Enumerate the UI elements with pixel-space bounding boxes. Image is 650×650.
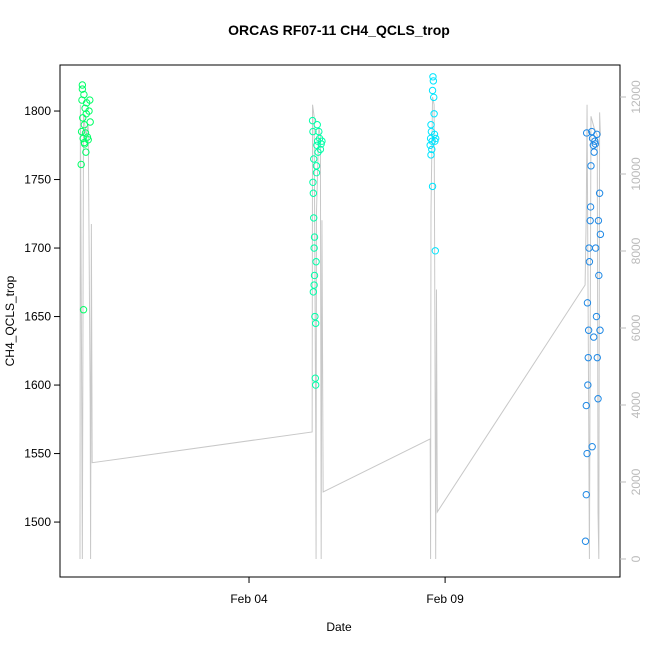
point xyxy=(431,134,440,143)
point xyxy=(80,90,88,99)
point xyxy=(316,145,325,154)
point xyxy=(591,140,599,148)
point xyxy=(590,148,598,156)
y2-tick-label: 6000 xyxy=(629,314,643,341)
point xyxy=(594,395,602,403)
x-axis-label: Date xyxy=(326,620,352,634)
point xyxy=(427,151,435,159)
y-tick-label: 1650 xyxy=(24,310,51,324)
point xyxy=(77,160,85,169)
y-tick-label: 1750 xyxy=(24,173,51,187)
point xyxy=(318,137,326,145)
point xyxy=(595,189,604,197)
point xyxy=(315,127,323,136)
point xyxy=(80,138,89,147)
point xyxy=(593,353,601,362)
point xyxy=(310,271,319,280)
point xyxy=(583,299,592,307)
point xyxy=(308,116,317,125)
y2-tick-label: 4000 xyxy=(629,391,643,418)
point xyxy=(82,148,90,156)
y2-tick-label: 10000 xyxy=(629,157,643,191)
point xyxy=(429,77,438,85)
point xyxy=(309,288,318,296)
point xyxy=(585,244,593,252)
x-tick-label: Feb 04 xyxy=(230,592,268,606)
point xyxy=(86,118,94,126)
altitude-line xyxy=(79,96,601,559)
x-tick-label: Feb 09 xyxy=(426,592,464,606)
point xyxy=(312,258,320,266)
point xyxy=(582,129,591,137)
y-axis-label: CH4_QCLS_trop xyxy=(3,275,17,366)
point xyxy=(311,312,319,321)
point xyxy=(313,121,321,129)
point xyxy=(309,127,317,136)
point xyxy=(585,258,594,266)
y-tick-label: 1800 xyxy=(24,104,51,118)
point xyxy=(582,490,590,499)
point xyxy=(80,121,89,129)
point xyxy=(429,73,437,81)
point xyxy=(77,127,86,136)
point xyxy=(86,96,94,104)
point xyxy=(85,107,93,115)
point xyxy=(430,93,438,102)
y2-tick-label: 8000 xyxy=(629,237,643,264)
point xyxy=(584,353,592,362)
point xyxy=(590,333,598,341)
plot-frame xyxy=(59,64,621,578)
point xyxy=(309,178,317,186)
point xyxy=(309,189,318,197)
point xyxy=(312,168,321,177)
point xyxy=(584,326,593,334)
point xyxy=(591,137,599,145)
point xyxy=(79,305,88,314)
point xyxy=(595,271,603,280)
point xyxy=(431,247,439,255)
point xyxy=(310,244,318,252)
point xyxy=(582,401,590,410)
point xyxy=(581,537,590,545)
point xyxy=(310,233,319,241)
point xyxy=(596,326,604,334)
point xyxy=(310,214,318,222)
y2-tick-label: 0 xyxy=(629,555,643,562)
point xyxy=(428,145,436,154)
point xyxy=(592,312,601,321)
y-tick-label: 1550 xyxy=(24,447,51,461)
point xyxy=(587,162,595,170)
y-tick-label: 1700 xyxy=(24,241,51,255)
point xyxy=(583,449,591,458)
y2-tick-label: 2000 xyxy=(629,468,643,495)
point xyxy=(428,182,437,191)
point xyxy=(311,319,320,328)
y-tick-label: 1500 xyxy=(24,515,51,529)
point xyxy=(81,129,90,137)
y-tick-label: 1600 xyxy=(24,378,51,392)
point xyxy=(428,86,437,95)
point xyxy=(596,230,605,239)
point xyxy=(78,85,87,93)
point xyxy=(310,281,318,289)
point xyxy=(589,141,598,149)
point xyxy=(586,203,595,211)
point xyxy=(310,155,318,163)
point xyxy=(78,81,87,89)
point xyxy=(586,216,594,225)
point xyxy=(593,130,601,139)
point xyxy=(588,443,596,451)
point xyxy=(584,381,592,389)
y2-tick-label: 12000 xyxy=(629,80,643,114)
chart-title: ORCAS RF07-11 CH4_QCLS_trop xyxy=(228,22,450,38)
point xyxy=(311,381,320,389)
point xyxy=(594,216,603,225)
point xyxy=(430,110,438,118)
